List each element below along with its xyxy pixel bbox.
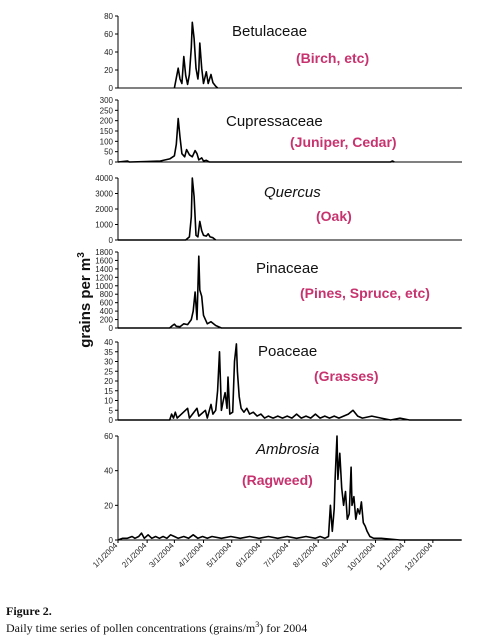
y-tick-label: 15 — [104, 387, 113, 396]
y-tick-label: 20 — [104, 66, 113, 75]
y-tick-label: 30 — [104, 358, 113, 367]
figure-caption: Daily time series of pollen concentratio… — [6, 620, 307, 636]
x-tick-label: 12/1/2004 — [403, 541, 435, 573]
y-tick-label: 40 — [104, 467, 113, 476]
y-tick-label: 200 — [100, 316, 114, 325]
y-tick-label: 80 — [104, 12, 113, 21]
series-line-poaceae — [118, 343, 462, 421]
y-tick-label: 0 — [109, 416, 114, 425]
series-line-ambrosia — [117, 435, 462, 541]
panel-title: Quercus — [264, 184, 321, 201]
panel-title: Betulaceae — [232, 23, 307, 40]
y-tick-label: 3000 — [95, 190, 113, 199]
y-tick-label: 0 — [109, 536, 114, 545]
y-tick-label: 25 — [104, 367, 113, 376]
y-tick-label: 0 — [109, 84, 114, 93]
x-tick-label: 3/1/2004 — [147, 541, 176, 570]
y-tick-label: 10 — [104, 397, 113, 406]
x-tick-label: 1/1/2004 — [91, 541, 120, 570]
y-tick-label: 40 — [104, 48, 113, 57]
panel-subtitle: (Grasses) — [314, 368, 379, 384]
x-tick-label: 6/1/2004 — [234, 541, 263, 570]
y-tick-label: 400 — [100, 307, 114, 316]
x-tick-label: 5/1/2004 — [205, 541, 234, 570]
series-line-quercus — [118, 177, 217, 241]
y-tick-label: 20 — [104, 377, 113, 386]
y-tick-label: 35 — [104, 348, 113, 357]
y-tick-label: 0 — [109, 324, 114, 333]
caption-superscript: 3 — [255, 620, 260, 629]
y-tick-label: 300 — [100, 96, 114, 105]
y-tick-label: 800 — [100, 290, 114, 299]
y-tick-label: 4000 — [95, 174, 113, 183]
panel-title: Pinaceae — [256, 260, 319, 277]
panel-subtitle: (Pines, Spruce, etc) — [300, 285, 430, 301]
y-tick-label: 60 — [104, 30, 113, 39]
caption-prefix: Daily time series of pollen concentratio… — [6, 621, 256, 635]
x-tick-label: 7/1/2004 — [262, 541, 291, 570]
y-tick-label: 250 — [100, 106, 114, 115]
y-tick-label: 150 — [100, 127, 114, 136]
y-tick-label: 5 — [109, 406, 114, 415]
series-line-pinaceae — [118, 255, 462, 329]
y-tick-label: 50 — [104, 148, 113, 157]
x-tick-label: 9/1/2004 — [320, 541, 349, 570]
y-tick-label: 100 — [100, 137, 114, 146]
y-tick-label: 1800 — [95, 248, 113, 257]
x-tick-label: 4/1/2004 — [177, 541, 206, 570]
y-tick-label: 1000 — [95, 282, 113, 291]
y-tick-label: 2000 — [95, 205, 113, 214]
y-tick-label: 1400 — [95, 265, 113, 274]
panel-title: Cupressaceae — [226, 113, 323, 130]
y-tick-label: 1600 — [95, 256, 113, 265]
panel-subtitle: (Juniper, Cedar) — [290, 134, 397, 150]
caption-suffix: ) for 2004 — [259, 621, 308, 635]
y-tick-label: 0 — [109, 158, 114, 167]
x-tick-label: 2/1/2004 — [120, 541, 149, 570]
panel-subtitle: (Oak) — [316, 208, 352, 224]
y-axis-label-superscript: 3 — [76, 252, 87, 258]
y-tick-label: 40 — [104, 338, 113, 347]
y-tick-label: 0 — [109, 236, 114, 245]
y-tick-label: 1000 — [95, 221, 113, 230]
figure-label: Figure 2. — [6, 604, 52, 618]
x-tick-label: 11/1/2004 — [375, 541, 406, 572]
panel-title: Poaceae — [258, 343, 317, 360]
y-tick-label: 60 — [104, 432, 113, 441]
series-line-cupressaceae — [117, 117, 395, 163]
y-tick-label: 1200 — [95, 273, 113, 282]
panel-subtitle: (Birch, etc) — [296, 50, 369, 66]
y-tick-label: 200 — [100, 117, 114, 126]
y-tick-label: 20 — [104, 501, 113, 510]
y-axis-label: grains per m3 — [76, 252, 94, 348]
x-tick-label: 8/1/2004 — [291, 541, 320, 570]
x-tick-label: 10/1/2004 — [345, 541, 377, 573]
series-line-betulaceae — [173, 21, 219, 89]
y-tick-label: 600 — [100, 299, 114, 308]
panel-subtitle: (Ragweed) — [242, 472, 313, 488]
panel-title: Ambrosia — [255, 441, 319, 458]
